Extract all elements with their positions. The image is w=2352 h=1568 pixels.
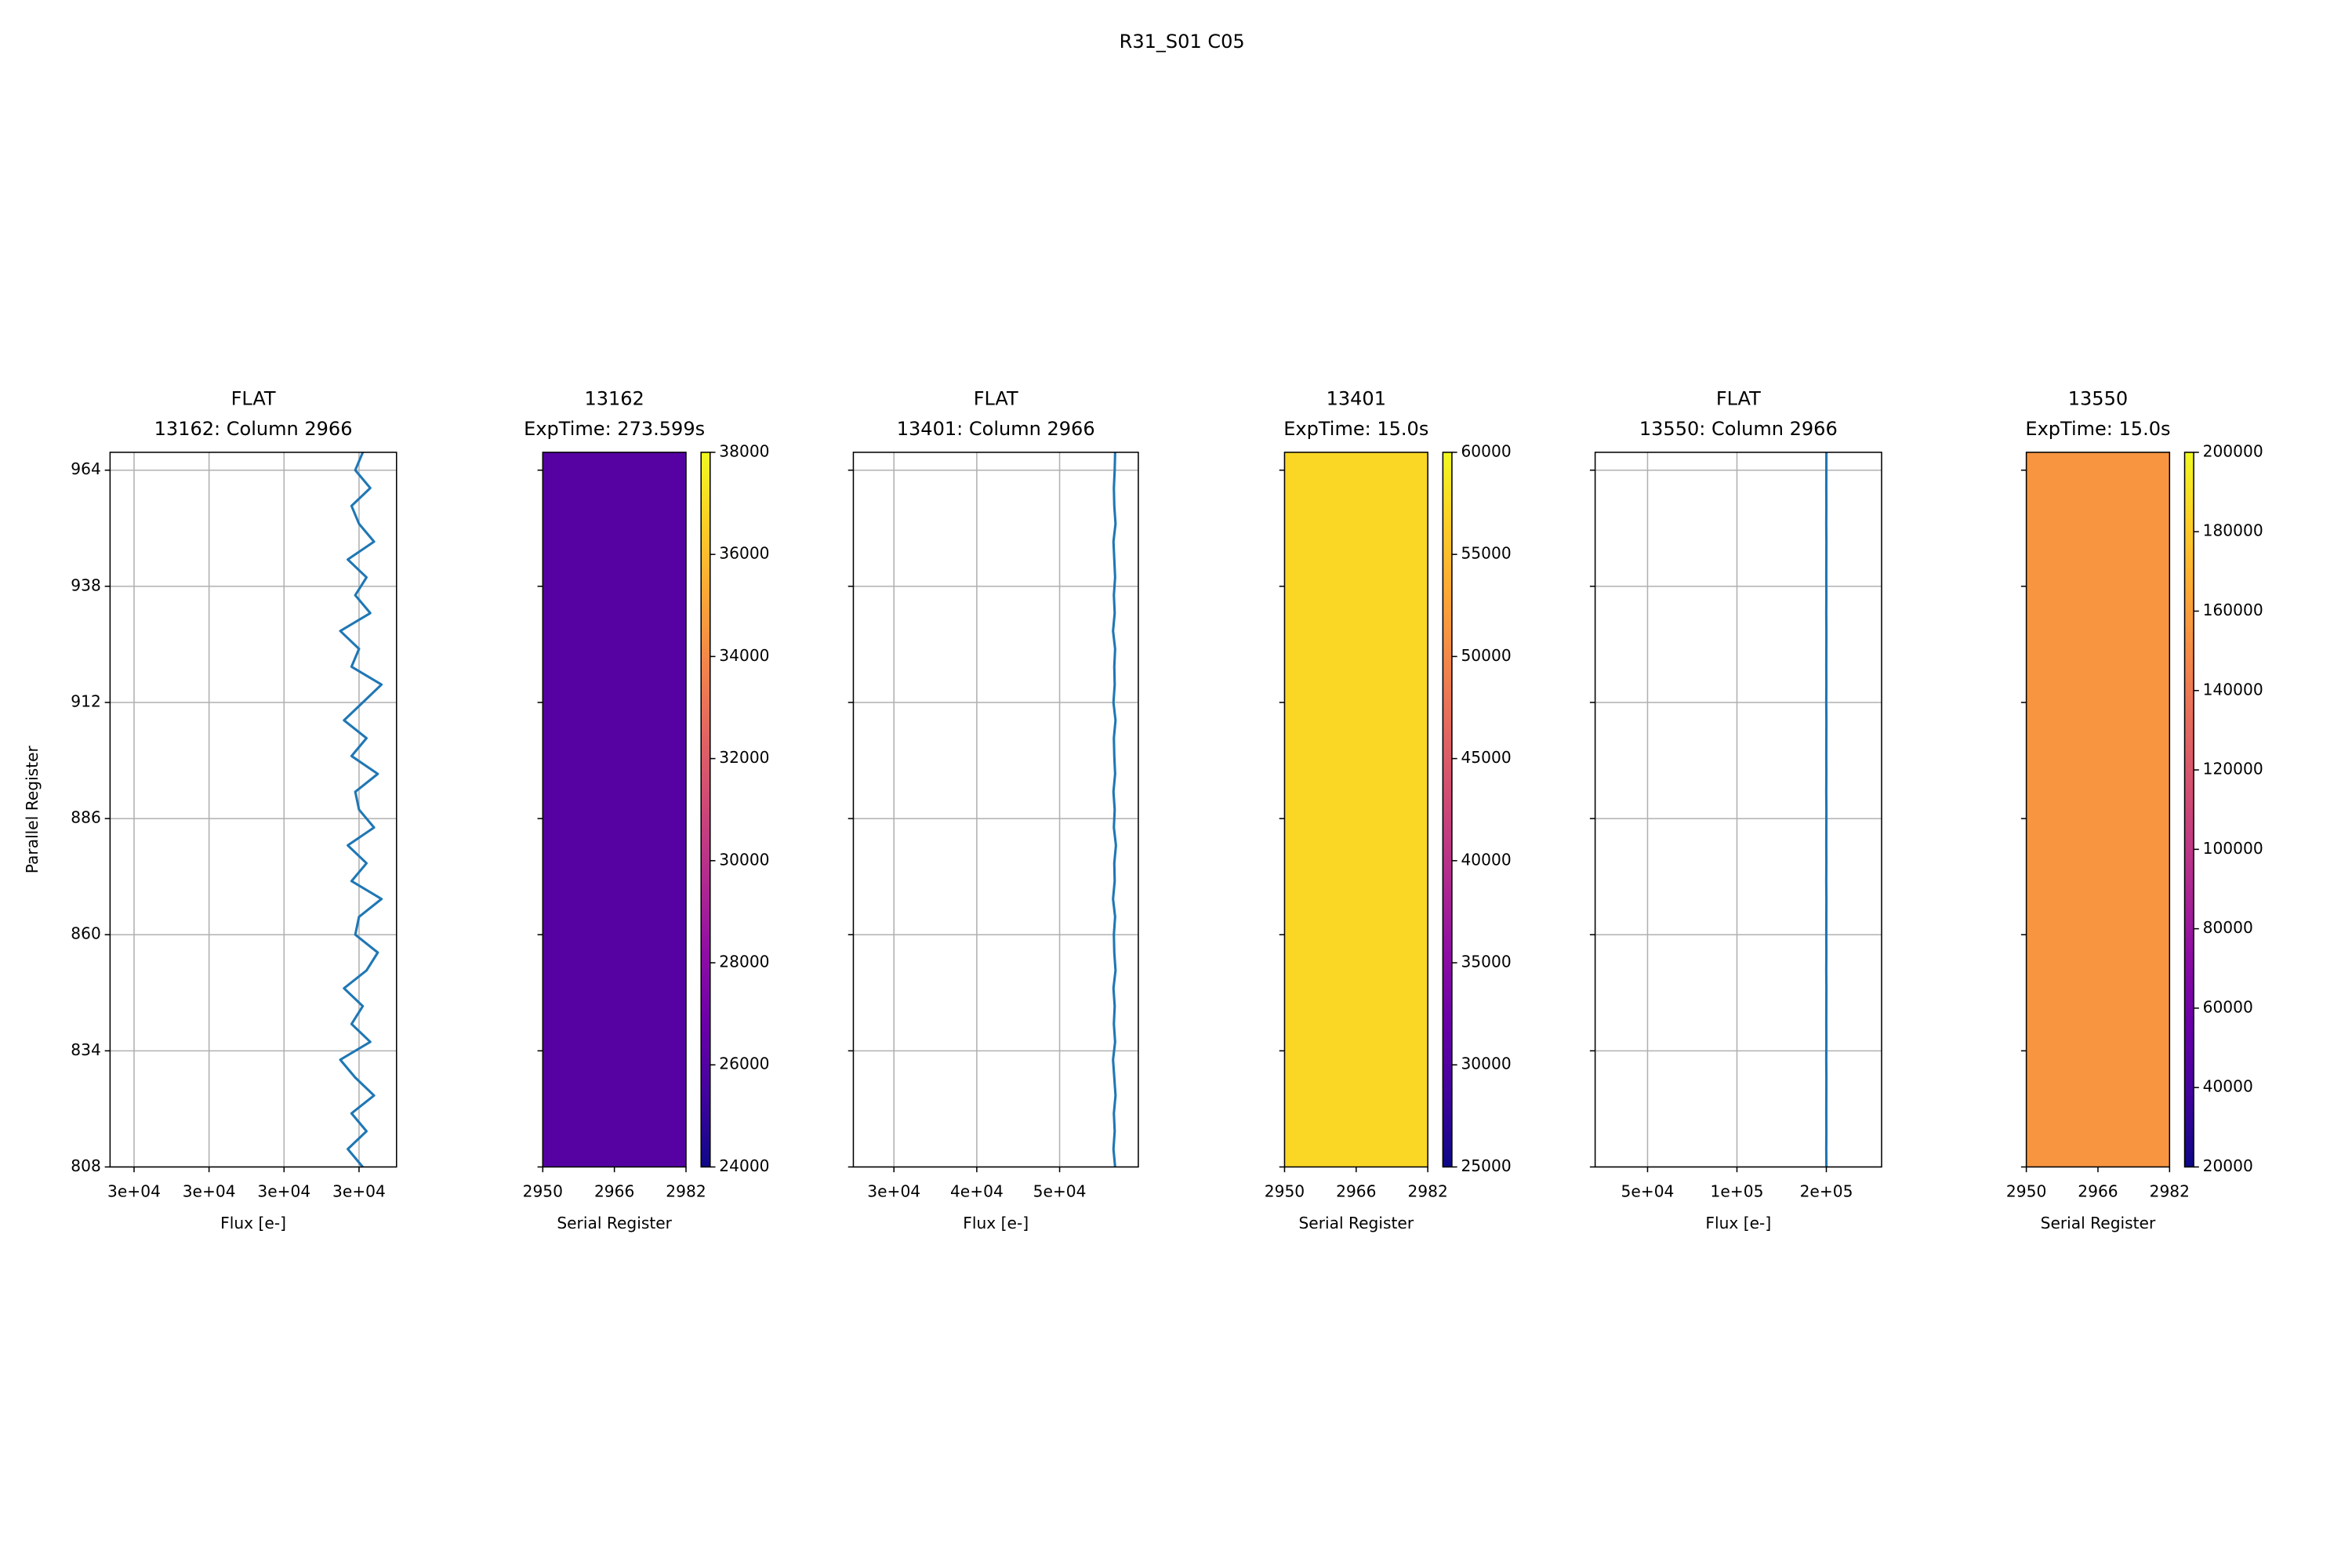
colorbar-tick-label: 24000 <box>719 1156 769 1175</box>
colorbar-tick-label: 80000 <box>2203 918 2253 937</box>
colorbar-tick-label: 34000 <box>719 646 769 665</box>
axes-subtitle: ExpTime: 15.0s <box>1283 418 1428 440</box>
colorbar-tick-label: 32000 <box>719 748 769 767</box>
x-tick-label: 4e+04 <box>950 1182 1004 1201</box>
axes-frame <box>1594 452 1882 1168</box>
colorbar-tick-label: 35000 <box>1461 953 1511 971</box>
x-tick-label: 2966 <box>2078 1182 2118 1201</box>
axes-frame <box>2025 452 2171 1168</box>
axes-subtitle: ExpTime: 15.0s <box>2025 418 2170 440</box>
colorbar-tick-label: 36000 <box>719 544 769 563</box>
colorbar-tick-label: 40000 <box>1461 850 1511 869</box>
axes-title: 13401 <box>1327 388 1386 410</box>
axes-frame <box>1283 452 1428 1168</box>
x-tick-label: 3e+04 <box>107 1182 161 1201</box>
profile-line <box>339 452 383 1168</box>
y-tick-label: 964 <box>71 459 101 478</box>
colorbar-tick-label: 100000 <box>2203 839 2263 858</box>
colorbar <box>700 452 711 1168</box>
x-tick-label: 1e+05 <box>1711 1182 1764 1201</box>
colorbar-tick-label: 30000 <box>719 850 769 869</box>
y-axis-label: Parallel Register <box>23 745 42 873</box>
x-tick-label: 2982 <box>1407 1182 1447 1201</box>
colorbar-tick-label: 25000 <box>1461 1156 1511 1175</box>
x-tick-label: 3e+04 <box>332 1182 386 1201</box>
colorbar-tick-label: 40000 <box>2203 1077 2253 1096</box>
y-tick-label: 912 <box>71 691 101 710</box>
colorbar <box>1442 452 1453 1168</box>
image <box>2026 452 2170 1167</box>
colorbar <box>2183 452 2194 1168</box>
image <box>543 452 686 1167</box>
colorbar-tick-label: 60000 <box>1461 441 1511 460</box>
colorbar-tick-label: 50000 <box>1461 646 1511 665</box>
x-tick-label: 2982 <box>666 1182 706 1201</box>
x-tick-label: 2966 <box>594 1182 634 1201</box>
colorbar-tick-label: 55000 <box>1461 544 1511 563</box>
x-axis-label: Serial Register <box>2041 1214 2156 1232</box>
x-tick-label: 2e+05 <box>1800 1182 1853 1201</box>
colorbar-tick-label: 28000 <box>719 953 769 971</box>
colorbar-tick-label: 30000 <box>1461 1054 1511 1073</box>
axes-title: FLAT <box>1716 388 1761 410</box>
colorbar-tick-label: 38000 <box>719 441 769 460</box>
x-axis-label: Flux [e-] <box>1705 1214 1771 1232</box>
colorbar-tick-label: 20000 <box>2203 1156 2253 1175</box>
axes-frame <box>852 452 1139 1168</box>
axes-subtitle: 13162: Column 2966 <box>154 418 353 440</box>
x-axis-label: Serial Register <box>1298 1214 1414 1232</box>
y-tick-label: 886 <box>71 808 101 827</box>
x-tick-label: 2966 <box>1336 1182 1376 1201</box>
profile-line <box>1112 452 1117 1167</box>
figure-title: R31_S01 C05 <box>1120 31 1245 53</box>
y-tick-label: 938 <box>71 575 101 594</box>
axes-title: FLAT <box>974 388 1018 410</box>
axes-frame <box>542 452 687 1168</box>
colorbar-tick-label: 120000 <box>2203 760 2263 779</box>
colorbar-tick-label: 60000 <box>2203 997 2253 1016</box>
x-tick-label: 5e+04 <box>1621 1182 1675 1201</box>
image <box>1284 452 1428 1167</box>
x-tick-label: 2982 <box>2150 1182 2190 1201</box>
colorbar-tick-label: 140000 <box>2203 680 2263 699</box>
axes-subtitle: 13550: Column 2966 <box>1639 418 1838 440</box>
colorbar-tick-label: 180000 <box>2203 521 2263 540</box>
axes-subtitle: 13401: Column 2966 <box>897 418 1095 440</box>
colorbar-tick-label: 200000 <box>2203 441 2263 460</box>
x-tick-label: 2950 <box>523 1182 563 1201</box>
x-tick-label: 3e+04 <box>867 1182 920 1201</box>
axes-frame <box>109 452 397 1168</box>
x-tick-label: 3e+04 <box>183 1182 236 1201</box>
colorbar-tick-label: 160000 <box>2203 601 2263 619</box>
x-axis-label: Flux [e-] <box>220 1214 286 1232</box>
x-axis-label: Flux [e-] <box>963 1214 1029 1232</box>
x-tick-label: 5e+04 <box>1033 1182 1087 1201</box>
colorbar-tick-label: 26000 <box>719 1054 769 1073</box>
y-tick-label: 834 <box>71 1040 101 1059</box>
colorbar-tick-label: 45000 <box>1461 748 1511 767</box>
y-tick-label: 808 <box>71 1156 101 1175</box>
x-axis-label: Serial Register <box>557 1214 672 1232</box>
axes-title: FLAT <box>231 388 276 410</box>
x-tick-label: 2950 <box>1265 1182 1305 1201</box>
x-tick-label: 3e+04 <box>257 1182 310 1201</box>
axes-title: 13550 <box>2068 388 2128 410</box>
y-tick-label: 860 <box>71 924 101 943</box>
x-tick-label: 2950 <box>2006 1182 2046 1201</box>
axes-title: 13162 <box>584 388 644 410</box>
axes-subtitle: ExpTime: 273.599s <box>524 418 705 440</box>
